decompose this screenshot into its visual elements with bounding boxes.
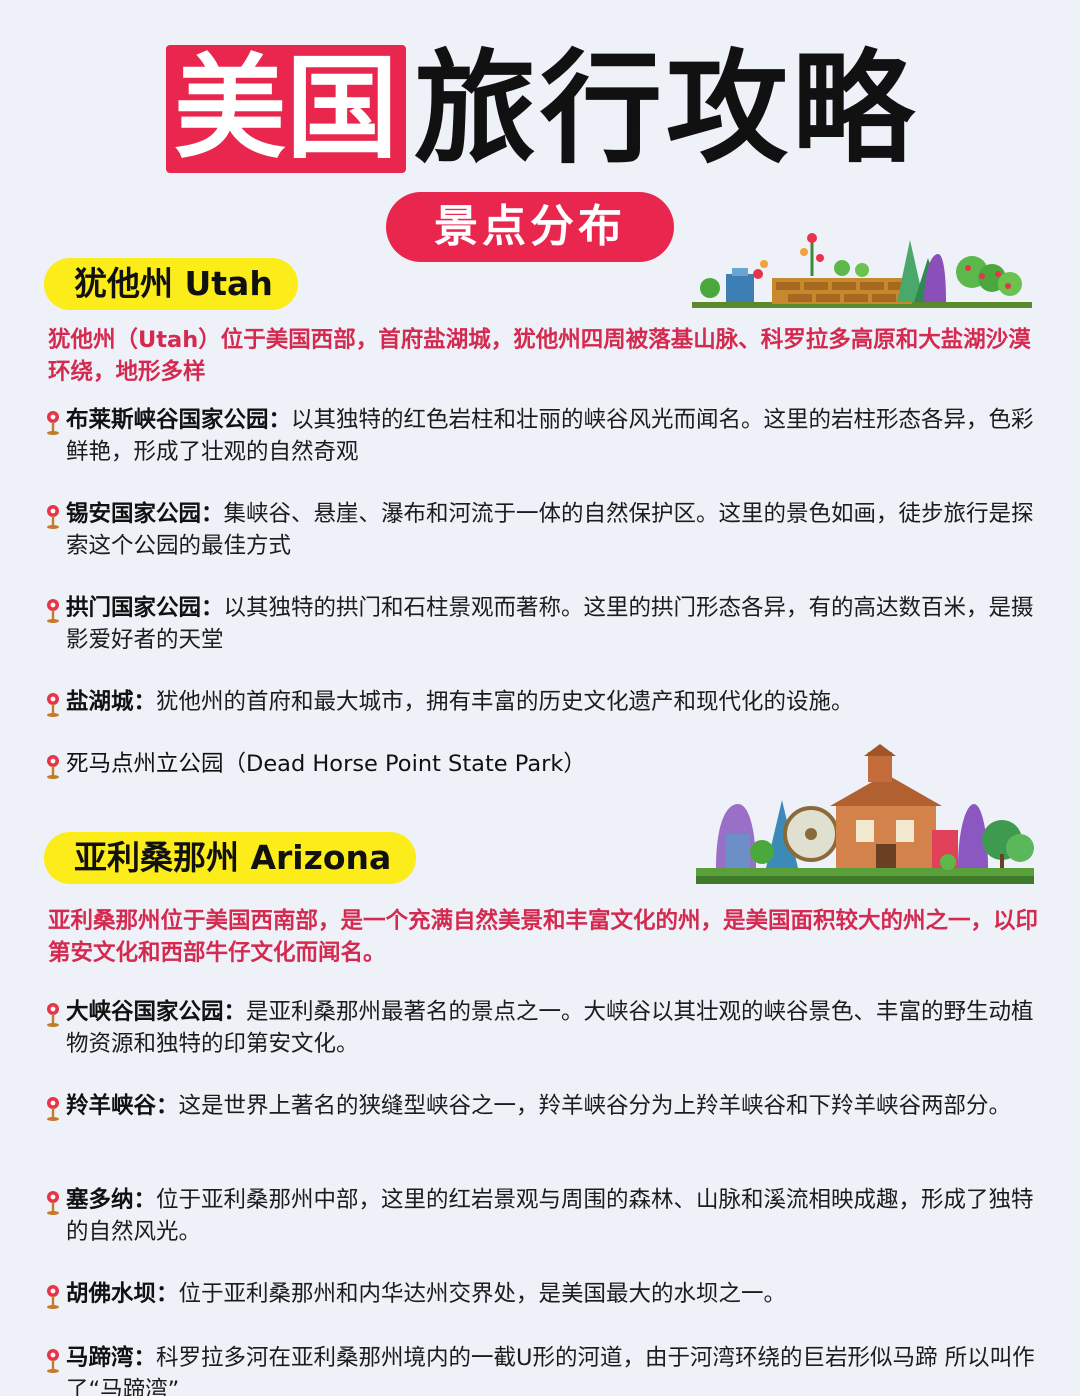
list-item: 塞多纳：位于亚利桑那州中部，这里的红岩景观与周围的森林、山脉和溪流相映成趣，形成… xyxy=(44,1184,1044,1248)
attraction-desc: 位于亚利桑那州中部，这里的红岩景观与周围的森林、山脉和溪流相映成趣，形成了独特的… xyxy=(66,1187,1034,1245)
attraction-name: 锡安国家公园： xyxy=(66,501,224,527)
attraction-name: 拱门国家公园： xyxy=(66,595,224,621)
attraction-desc: 这是世界上著名的狭缝型峡谷之一，羚羊峡谷分为上羚羊峡谷和下羚羊峡谷两部分。 xyxy=(178,1093,1012,1119)
attraction-name: 胡佛水坝： xyxy=(66,1281,179,1307)
attraction-desc: 以其独特的拱门和石柱景观而著称。这里的拱门形态各异，有的高达数百米，是摄影爱好者… xyxy=(66,595,1034,653)
list-item: 羚羊峡谷：这是世界上著名的狭缝型峡谷之一，羚羊峡谷分为上羚羊峡谷和下羚羊峡谷两部… xyxy=(44,1090,1044,1122)
attraction-desc: 科罗拉多河在亚利桑那州境内的一截U形的河道，由于河湾环绕的巨岩形似马蹄 所以叫作… xyxy=(66,1345,1035,1396)
garden-illustration xyxy=(692,233,1032,308)
state-intro-arizona: 亚利桑那州位于美国西南部，是一个充满自然美景和丰富文化的州，是美国面积较大的州之… xyxy=(48,908,1039,966)
attraction-desc: 是亚利桑那州最著名的景点之一。大峡谷以其壮观的峡谷景色、丰富的野生动植物资源和独… xyxy=(66,999,1034,1057)
map-pin-icon xyxy=(47,411,59,435)
attraction-name: 羚羊峡谷： xyxy=(66,1093,179,1119)
page-title: 美国 旅行攻略 xyxy=(0,34,1080,184)
list-item: 大峡谷国家公园：是亚利桑那州最著名的景点之一。大峡谷以其壮观的峡谷景色、丰富的野… xyxy=(44,996,1044,1060)
attraction-desc: 以其独特的红色岩柱和壮丽的峡谷风光而闻名。这里的岩柱形态各异，色彩鲜艳，形成了壮… xyxy=(66,407,1034,465)
attraction-name: 大峡谷国家公园： xyxy=(66,999,247,1025)
map-pin-icon xyxy=(47,1003,59,1027)
map-pin-icon xyxy=(47,1191,59,1215)
list-item: 布莱斯峡谷国家公园：以其独特的红色岩柱和壮丽的峡谷风光而闻名。这里的岩柱形态各异… xyxy=(44,404,1044,468)
subtitle-badge: 景点分布 xyxy=(386,192,674,262)
map-pin-icon xyxy=(47,1097,59,1121)
map-pin-icon xyxy=(47,505,59,529)
map-pin-icon xyxy=(47,1285,59,1309)
attraction-name: 布莱斯峡谷国家公园： xyxy=(66,407,292,433)
village-illustration xyxy=(696,744,1034,884)
map-pin-icon xyxy=(47,1349,59,1373)
state-tag-utah: 犹他州 Utah xyxy=(44,258,298,310)
attraction-name: 死马点州立公园（Dead Horse Point State Park） xyxy=(66,751,586,777)
list-item: 胡佛水坝：位于亚利桑那州和内华达州交界处，是美国最大的水坝之一。 xyxy=(44,1278,1044,1310)
state-intro-utah: 犹他州（Utah）位于美国西部，首府盐湖城，犹他州四周被落基山脉、科罗拉多高原和… xyxy=(48,327,1031,385)
title-highlight: 美国 xyxy=(166,45,406,173)
attraction-name: 盐湖城： xyxy=(66,689,157,715)
list-item: 马蹄湾：科罗拉多河在亚利桑那州境内的一截U形的河道，由于河湾环绕的巨岩形似马蹄 … xyxy=(44,1342,1044,1396)
list-item: 锡安国家公园：集峡谷、悬崖、瀑布和河流于一体的自然保护区。这里的景色如画，徒步旅… xyxy=(44,498,1044,562)
list-item: 死马点州立公园（Dead Horse Point State Park） xyxy=(44,748,684,780)
list-item: 拱门国家公园：以其独特的拱门和石柱景观而著称。这里的拱门形态各异，有的高达数百米… xyxy=(44,592,1044,656)
state-tag-arizona: 亚利桑那州 Arizona xyxy=(44,832,416,884)
attraction-name: 塞多纳： xyxy=(66,1187,157,1213)
attraction-desc: 犹他州的首府和最大城市，拥有丰富的历史文化遗产和现代化的设施。 xyxy=(156,689,854,715)
attraction-desc: 位于亚利桑那州和内华达州交界处，是美国最大的水坝之一。 xyxy=(178,1281,787,1307)
map-pin-icon xyxy=(47,755,59,779)
title-main: 旅行攻略 xyxy=(414,38,918,180)
attraction-desc: 集峡谷、悬崖、瀑布和河流于一体的自然保护区。这里的景色如画，徒步旅行是探索这个公… xyxy=(66,501,1034,559)
map-pin-icon xyxy=(47,693,59,717)
attraction-name: 马蹄湾： xyxy=(66,1345,157,1371)
map-pin-icon xyxy=(47,599,59,623)
list-item: 盐湖城：犹他州的首府和最大城市，拥有丰富的历史文化遗产和现代化的设施。 xyxy=(44,686,1044,718)
